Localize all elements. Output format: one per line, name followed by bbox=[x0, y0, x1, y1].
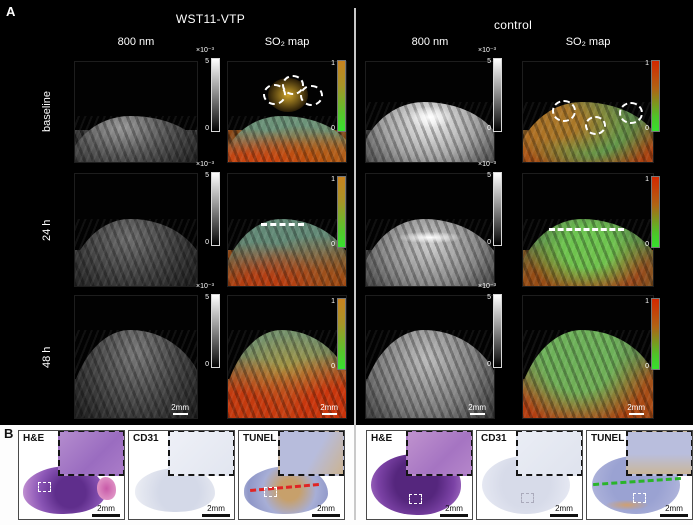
magnified-inset bbox=[626, 431, 692, 476]
roi-marker bbox=[264, 487, 278, 498]
scale-bar: 2mm bbox=[320, 403, 338, 415]
row-label-baseline: baseline bbox=[41, 91, 53, 133]
roi-marker bbox=[37, 482, 51, 493]
roi-dashed-circle bbox=[282, 75, 305, 95]
magnified-inset bbox=[58, 431, 124, 476]
so2-colorbar: 1 0 bbox=[626, 60, 662, 132]
panel-b-label: B bbox=[4, 426, 14, 441]
col-header-so2-control: SO₂ map bbox=[565, 36, 611, 48]
so2-colorbar: 1 0 bbox=[312, 176, 348, 248]
panel-a: A WST11-VTP control 800 nm SO₂ map 800 n… bbox=[0, 0, 693, 425]
bright-core bbox=[406, 106, 454, 128]
tumor-mound bbox=[75, 116, 197, 162]
grayscale-gradient bbox=[493, 294, 502, 368]
so2-gradient bbox=[337, 60, 346, 132]
group-title-control: control bbox=[493, 18, 533, 32]
us-800nm-control-24h bbox=[365, 173, 495, 287]
so2-gradient bbox=[337, 176, 346, 248]
so2-colorbar: 1 0 bbox=[312, 60, 348, 132]
grayscale-colorbar: ×10⁻³ 5 0 bbox=[186, 283, 222, 368]
panel-a-label: A bbox=[6, 4, 16, 19]
us-800nm-control-48h: 2mm bbox=[365, 295, 495, 419]
so2-gradient bbox=[651, 60, 660, 132]
roi-dashed-circle bbox=[619, 102, 644, 124]
scale-bar: 2mm bbox=[171, 403, 189, 415]
so2-map-control-24h bbox=[522, 173, 654, 287]
roi-dashed-circle bbox=[585, 116, 607, 135]
so2-colorbar: 1 0 bbox=[626, 176, 662, 248]
so2-colorbar: 1 0 bbox=[626, 298, 662, 370]
scale-bar: 2mm bbox=[468, 403, 486, 415]
panel-b: B H&E 2mm CD31 2mm TUNEL 2mm H&E bbox=[0, 425, 693, 525]
grayscale-gradient bbox=[211, 58, 220, 132]
scale-bar: 2mm bbox=[627, 403, 645, 415]
scale-bar: 2mm bbox=[660, 504, 688, 517]
col-header-so2-treated: SO₂ map bbox=[264, 36, 310, 48]
so2-mound bbox=[523, 330, 653, 418]
grayscale-colorbar: ×10⁻³ 5 0 bbox=[468, 47, 504, 132]
grayscale-colorbar: ×10⁻³ 5 0 bbox=[468, 161, 504, 246]
grayscale-gradient bbox=[493, 172, 502, 246]
col-header-800nm-treated: 800 nm bbox=[117, 36, 155, 48]
scale-bar: 2mm bbox=[92, 504, 120, 517]
magnified-inset bbox=[168, 431, 234, 476]
roi-dashed-circle bbox=[263, 84, 287, 105]
tumor-mound bbox=[75, 218, 197, 286]
row-label-48h: 48 h bbox=[41, 346, 53, 368]
so2-map-control-baseline bbox=[522, 61, 654, 163]
tissue-section bbox=[96, 476, 116, 500]
histology-he-control: H&E 2mm bbox=[366, 430, 473, 520]
so2-map-treated-24h bbox=[227, 173, 347, 287]
us-800nm-control-baseline bbox=[365, 61, 495, 163]
grayscale-colorbar: ×10⁻³ 5 0 bbox=[468, 283, 504, 368]
roi-dashed-circle bbox=[299, 85, 323, 106]
us-800nm-treated-48h: 2mm bbox=[74, 295, 198, 419]
histology-he-treated: H&E 2mm bbox=[18, 430, 125, 520]
magnified-inset bbox=[406, 431, 472, 476]
scale-bar: 2mm bbox=[550, 504, 578, 517]
so2-mound bbox=[228, 218, 346, 286]
histology-tunel-control: TUNEL 2mm bbox=[586, 430, 693, 520]
group-divider-line bbox=[354, 8, 356, 520]
tumor-mound bbox=[75, 330, 197, 418]
so2-mound bbox=[228, 116, 346, 162]
histology-cd31-treated: CD31 2mm bbox=[128, 430, 235, 520]
dashed-line-annotation bbox=[549, 227, 625, 231]
scale-bar: 2mm bbox=[440, 504, 468, 517]
dashed-line-annotation bbox=[261, 223, 304, 227]
roi-dashed-circle bbox=[551, 100, 576, 122]
grayscale-gradient bbox=[493, 58, 502, 132]
tissue-section bbox=[605, 499, 648, 511]
histology-tunel-treated: TUNEL 2mm bbox=[238, 430, 345, 520]
bright-band bbox=[399, 232, 461, 244]
so2-mound bbox=[228, 330, 346, 418]
so2-gradient bbox=[651, 176, 660, 248]
grayscale-gradient bbox=[211, 172, 220, 246]
so2-colorbar: 1 0 bbox=[312, 298, 348, 370]
grayscale-colorbar: ×10⁻³ 5 0 bbox=[186, 161, 222, 246]
so2-map-treated-baseline bbox=[227, 61, 347, 163]
row-label-24h: 24 h bbox=[41, 219, 53, 241]
col-header-800nm-control: 800 nm bbox=[411, 36, 449, 48]
so2-gradient bbox=[337, 298, 346, 370]
roi-marker bbox=[633, 492, 647, 503]
magnified-inset bbox=[278, 431, 344, 476]
scale-bar: 2mm bbox=[312, 504, 340, 517]
magnified-inset bbox=[516, 431, 582, 476]
roi-marker bbox=[521, 492, 535, 503]
tumor-mound bbox=[366, 218, 494, 286]
roi-marker bbox=[409, 494, 422, 505]
group-title-treated: WST11-VTP bbox=[175, 12, 246, 26]
histology-cd31-control: CD31 2mm bbox=[476, 430, 583, 520]
so2-gradient bbox=[651, 298, 660, 370]
tumor-mound bbox=[366, 330, 494, 418]
us-800nm-treated-24h bbox=[74, 173, 198, 287]
us-800nm-treated-baseline bbox=[74, 61, 198, 163]
so2-map-treated-48h: 2mm bbox=[227, 295, 347, 419]
scale-bar: 2mm bbox=[202, 504, 230, 517]
so2-map-control-48h: 2mm bbox=[522, 295, 654, 419]
grayscale-colorbar: ×10⁻³ 5 0 bbox=[186, 47, 222, 132]
grayscale-gradient bbox=[211, 294, 220, 368]
